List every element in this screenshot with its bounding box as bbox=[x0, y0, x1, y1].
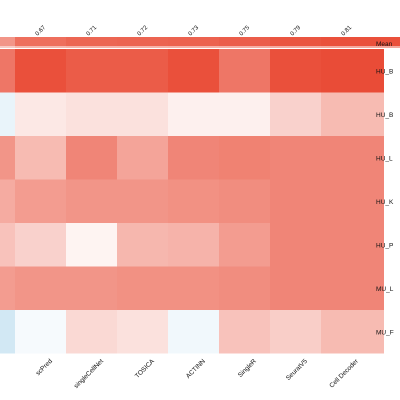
row-label: MU_L bbox=[376, 286, 394, 293]
mean-value-label: 0.81 bbox=[341, 24, 354, 37]
heatmap-cell bbox=[0, 49, 15, 93]
mean-value-label: 0.72 bbox=[137, 24, 150, 37]
heatmap-cell bbox=[168, 136, 219, 180]
heatmap-cell bbox=[15, 179, 66, 223]
column-label: singleCellNet bbox=[73, 358, 105, 390]
heatmap-cell bbox=[168, 310, 219, 354]
heatmap-cell bbox=[66, 49, 117, 93]
row-label: HU_L bbox=[376, 155, 393, 162]
row-label: HU_B bbox=[376, 68, 393, 75]
heatmap-cell bbox=[168, 92, 219, 136]
mean-row: 0.67 0.71 0.72 0.73 0.75 0.79 0.81 Mean bbox=[0, 24, 400, 48]
heatmap-cell bbox=[15, 223, 66, 267]
heatmap-cell bbox=[0, 310, 15, 354]
heatmap-cell bbox=[168, 179, 219, 223]
mean-value-label: 0.79 bbox=[290, 24, 303, 37]
column-labels: scPred singleCellNet TOSICA ACTINN SingleR Se… bbox=[35, 357, 361, 390]
heatmap-cell bbox=[168, 49, 219, 93]
heatmap-cell bbox=[321, 223, 384, 267]
mean-cell bbox=[15, 37, 66, 48]
heatmap-cell bbox=[15, 49, 66, 93]
mean-row-label: Mean bbox=[376, 41, 393, 48]
row-labels: HU_B HU_B HU_L HU_K HU_P MU_L MU_F bbox=[376, 68, 394, 336]
heatmap-cell bbox=[66, 179, 117, 223]
heatmap-cell bbox=[0, 92, 15, 136]
heatmap-cell bbox=[66, 136, 117, 180]
heatmap-cell bbox=[117, 136, 168, 180]
heatmap-cell bbox=[168, 223, 219, 267]
heatmap-cell bbox=[15, 92, 66, 136]
heatmap-cell bbox=[219, 310, 270, 354]
heatmap-cell bbox=[219, 266, 270, 310]
heatmap-cell bbox=[117, 179, 168, 223]
column-label: ACTINN bbox=[185, 358, 207, 380]
heatmap-cell bbox=[117, 223, 168, 267]
heatmap-cell bbox=[321, 179, 384, 223]
heatmap-cell bbox=[117, 49, 168, 93]
heatmap-cell bbox=[0, 136, 15, 180]
mean-cell bbox=[168, 37, 219, 48]
column-label: scPred bbox=[35, 358, 55, 378]
heatmap-cell bbox=[270, 92, 321, 136]
heatmap-cell bbox=[66, 223, 117, 267]
heatmap-cell bbox=[321, 310, 384, 354]
heatmap-cell bbox=[219, 136, 270, 180]
mean-cell bbox=[0, 37, 15, 48]
column-label: SingleR bbox=[237, 358, 258, 379]
mean-value-label: 0.75 bbox=[239, 24, 252, 37]
heatmap-cell bbox=[270, 136, 321, 180]
column-label: SeuratV5 bbox=[285, 358, 309, 382]
mean-cell bbox=[219, 37, 270, 48]
mean-cell bbox=[270, 37, 321, 48]
heatmap-cell bbox=[270, 179, 321, 223]
row-label: HU_K bbox=[376, 199, 394, 206]
column-label: TOSICA bbox=[134, 358, 156, 380]
heatmap-cell bbox=[15, 136, 66, 180]
row-label: MU_F bbox=[376, 329, 394, 336]
mean-cell bbox=[321, 37, 400, 48]
heatmap-cell bbox=[117, 92, 168, 136]
heatmap-cell bbox=[270, 266, 321, 310]
mean-cell bbox=[66, 37, 117, 48]
heatmap-cell bbox=[219, 92, 270, 136]
heatmap-cell bbox=[66, 266, 117, 310]
heatmap-cell bbox=[270, 49, 321, 93]
mean-value-label: 0.67 bbox=[35, 24, 48, 37]
heatmap-cell bbox=[321, 49, 384, 93]
row-label: HU_B bbox=[376, 112, 393, 119]
heatmap-cell bbox=[321, 136, 384, 180]
heatmap-cell bbox=[321, 92, 384, 136]
heatmap-cell bbox=[117, 266, 168, 310]
heatmap-cell bbox=[168, 266, 219, 310]
mean-value-label: 0.73 bbox=[188, 24, 201, 37]
heatmap-cell bbox=[66, 310, 117, 354]
heatmap-cell bbox=[0, 223, 15, 267]
heatmap-cell bbox=[270, 310, 321, 354]
heatmap-cell bbox=[321, 266, 384, 310]
heatmap-cell bbox=[270, 223, 321, 267]
heatmap-cell bbox=[117, 310, 168, 354]
mean-value-label: 0.71 bbox=[86, 24, 99, 37]
heatmap-cell bbox=[0, 179, 15, 223]
heatmap-cell bbox=[66, 92, 117, 136]
mean-cell bbox=[117, 37, 168, 48]
heatmap-cells bbox=[0, 49, 384, 354]
heatmap-cell bbox=[15, 266, 66, 310]
heatmap-cell bbox=[0, 266, 15, 310]
heatmap-cell bbox=[219, 223, 270, 267]
heatmap-cell bbox=[15, 310, 66, 354]
heatmap-cell bbox=[219, 179, 270, 223]
column-label: Cell Decoder bbox=[328, 357, 360, 389]
heatmap-cell bbox=[219, 49, 270, 93]
row-label: HU_P bbox=[376, 242, 393, 249]
